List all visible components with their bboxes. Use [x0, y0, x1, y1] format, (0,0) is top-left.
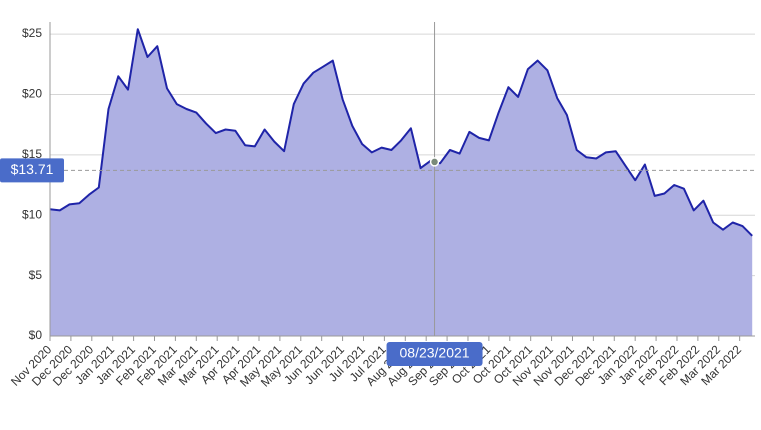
area — [50, 29, 753, 336]
y-tick-label: $10 — [22, 207, 42, 221]
y-tick-label: $0 — [29, 328, 43, 342]
x-crosshair-label-box — [386, 342, 483, 366]
y-crosshair-label: $13.71 — [11, 161, 54, 177]
x-crosshair-label: 08/23/2021 — [400, 345, 470, 361]
y-tick-label: $5 — [29, 268, 43, 282]
line — [49, 28, 753, 237]
y-crosshair-label-box — [0, 158, 64, 183]
y-tick-label: $15 — [22, 147, 42, 161]
hover-dot — [429, 157, 440, 167]
y-tick-label: $20 — [22, 87, 42, 101]
y-tick-label: $25 — [22, 26, 42, 40]
